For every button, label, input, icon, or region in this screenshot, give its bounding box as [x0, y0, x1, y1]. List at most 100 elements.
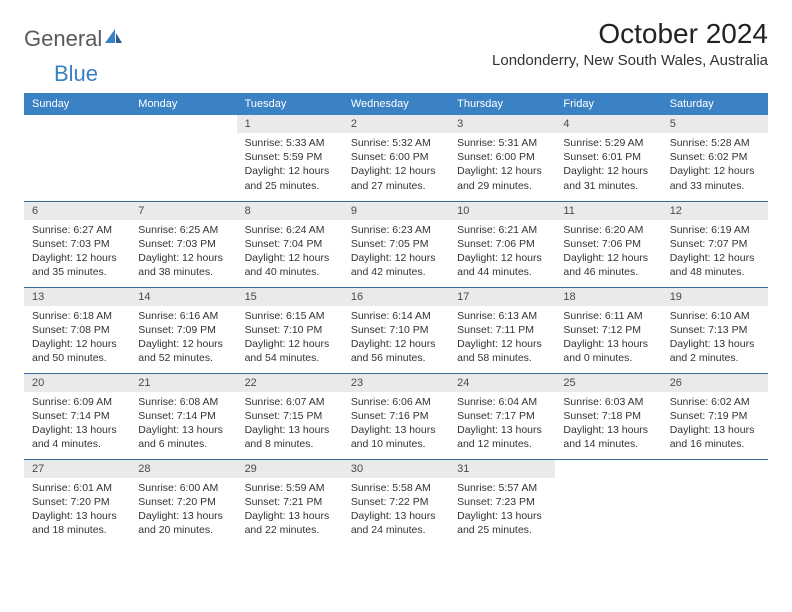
- sunrise-text: Sunrise: 6:11 AM: [563, 309, 653, 323]
- daylight-text: Daylight: 13 hours and 24 minutes.: [351, 509, 441, 537]
- logo-sail-icon: [105, 29, 123, 43]
- sunrise-text: Sunrise: 6:24 AM: [245, 223, 335, 237]
- weekday-wednesday: Wednesday: [343, 93, 449, 115]
- day-cell: 12Sunrise: 6:19 AMSunset: 7:07 PMDayligh…: [662, 201, 768, 287]
- sunset-text: Sunset: 7:11 PM: [457, 323, 547, 337]
- day-cell: 26Sunrise: 6:02 AMSunset: 7:19 PMDayligh…: [662, 373, 768, 459]
- day-number: 20: [24, 374, 130, 392]
- weekday-sunday: Sunday: [24, 93, 130, 115]
- daylight-text: Daylight: 12 hours and 58 minutes.: [457, 337, 547, 365]
- calendar-body: 1Sunrise: 5:33 AMSunset: 5:59 PMDaylight…: [24, 115, 768, 545]
- day-content: Sunrise: 5:58 AMSunset: 7:22 PMDaylight:…: [343, 478, 449, 544]
- day-number: 16: [343, 288, 449, 306]
- day-number: 19: [662, 288, 768, 306]
- daylight-text: Daylight: 12 hours and 46 minutes.: [563, 251, 653, 279]
- sunrise-text: Sunrise: 5:31 AM: [457, 136, 547, 150]
- day-number: 4: [555, 115, 661, 133]
- sunrise-text: Sunrise: 5:58 AM: [351, 481, 441, 495]
- day-cell: 18Sunrise: 6:11 AMSunset: 7:12 PMDayligh…: [555, 287, 661, 373]
- day-content: Sunrise: 6:09 AMSunset: 7:14 PMDaylight:…: [24, 392, 130, 458]
- day-content: Sunrise: 6:18 AMSunset: 7:08 PMDaylight:…: [24, 306, 130, 372]
- day-cell: 17Sunrise: 6:13 AMSunset: 7:11 PMDayligh…: [449, 287, 555, 373]
- sunrise-text: Sunrise: 6:16 AM: [138, 309, 228, 323]
- sunset-text: Sunset: 7:13 PM: [670, 323, 760, 337]
- sunrise-text: Sunrise: 6:27 AM: [32, 223, 122, 237]
- day-cell: 14Sunrise: 6:16 AMSunset: 7:09 PMDayligh…: [130, 287, 236, 373]
- day-number: 24: [449, 374, 555, 392]
- sunrise-text: Sunrise: 5:32 AM: [351, 136, 441, 150]
- daylight-text: Daylight: 13 hours and 14 minutes.: [563, 423, 653, 451]
- sunrise-text: Sunrise: 6:23 AM: [351, 223, 441, 237]
- day-content: Sunrise: 6:16 AMSunset: 7:09 PMDaylight:…: [130, 306, 236, 372]
- daylight-text: Daylight: 12 hours and 35 minutes.: [32, 251, 122, 279]
- logo: General: [24, 26, 125, 52]
- weekday-thursday: Thursday: [449, 93, 555, 115]
- daylight-text: Daylight: 13 hours and 10 minutes.: [351, 423, 441, 451]
- day-cell: 2Sunrise: 5:32 AMSunset: 6:00 PMDaylight…: [343, 115, 449, 201]
- day-number: 22: [237, 374, 343, 392]
- day-cell: 11Sunrise: 6:20 AMSunset: 7:06 PMDayligh…: [555, 201, 661, 287]
- day-cell: 29Sunrise: 5:59 AMSunset: 7:21 PMDayligh…: [237, 459, 343, 545]
- empty-cell: [130, 115, 236, 201]
- day-number: 9: [343, 202, 449, 220]
- day-number: 26: [662, 374, 768, 392]
- day-cell: 28Sunrise: 6:00 AMSunset: 7:20 PMDayligh…: [130, 459, 236, 545]
- sunrise-text: Sunrise: 6:15 AM: [245, 309, 335, 323]
- day-cell: 23Sunrise: 6:06 AMSunset: 7:16 PMDayligh…: [343, 373, 449, 459]
- daylight-text: Daylight: 13 hours and 22 minutes.: [245, 509, 335, 537]
- day-number: 13: [24, 288, 130, 306]
- day-content: Sunrise: 6:20 AMSunset: 7:06 PMDaylight:…: [555, 220, 661, 286]
- sunset-text: Sunset: 7:20 PM: [32, 495, 122, 509]
- sunset-text: Sunset: 7:09 PM: [138, 323, 228, 337]
- sunrise-text: Sunrise: 6:04 AM: [457, 395, 547, 409]
- daylight-text: Daylight: 13 hours and 8 minutes.: [245, 423, 335, 451]
- empty-cell: [662, 459, 768, 545]
- day-content: Sunrise: 6:11 AMSunset: 7:12 PMDaylight:…: [555, 306, 661, 372]
- daylight-text: Daylight: 12 hours and 54 minutes.: [245, 337, 335, 365]
- week-row: 6Sunrise: 6:27 AMSunset: 7:03 PMDaylight…: [24, 201, 768, 287]
- sunrise-text: Sunrise: 6:18 AM: [32, 309, 122, 323]
- daylight-text: Daylight: 13 hours and 18 minutes.: [32, 509, 122, 537]
- daylight-text: Daylight: 12 hours and 52 minutes.: [138, 337, 228, 365]
- weekday-monday: Monday: [130, 93, 236, 115]
- calendar-page: General October 2024 Londonderry, New So…: [0, 0, 792, 563]
- day-content: Sunrise: 6:27 AMSunset: 7:03 PMDaylight:…: [24, 220, 130, 286]
- sunrise-text: Sunrise: 6:02 AM: [670, 395, 760, 409]
- day-content: Sunrise: 6:08 AMSunset: 7:14 PMDaylight:…: [130, 392, 236, 458]
- day-cell: 1Sunrise: 5:33 AMSunset: 5:59 PMDaylight…: [237, 115, 343, 201]
- day-number: 25: [555, 374, 661, 392]
- day-content: Sunrise: 6:15 AMSunset: 7:10 PMDaylight:…: [237, 306, 343, 372]
- sunset-text: Sunset: 7:06 PM: [563, 237, 653, 251]
- day-cell: 19Sunrise: 6:10 AMSunset: 7:13 PMDayligh…: [662, 287, 768, 373]
- week-row: 13Sunrise: 6:18 AMSunset: 7:08 PMDayligh…: [24, 287, 768, 373]
- day-cell: 4Sunrise: 5:29 AMSunset: 6:01 PMDaylight…: [555, 115, 661, 201]
- sunset-text: Sunset: 7:05 PM: [351, 237, 441, 251]
- empty-cell: [24, 115, 130, 201]
- day-content: Sunrise: 6:24 AMSunset: 7:04 PMDaylight:…: [237, 220, 343, 286]
- daylight-text: Daylight: 12 hours and 42 minutes.: [351, 251, 441, 279]
- day-content: Sunrise: 5:31 AMSunset: 6:00 PMDaylight:…: [449, 133, 555, 199]
- day-cell: 24Sunrise: 6:04 AMSunset: 7:17 PMDayligh…: [449, 373, 555, 459]
- day-number: 31: [449, 460, 555, 478]
- daylight-text: Daylight: 13 hours and 16 minutes.: [670, 423, 760, 451]
- day-cell: 8Sunrise: 6:24 AMSunset: 7:04 PMDaylight…: [237, 201, 343, 287]
- month-title: October 2024: [492, 18, 768, 50]
- sunset-text: Sunset: 7:04 PM: [245, 237, 335, 251]
- sunset-text: Sunset: 7:14 PM: [32, 409, 122, 423]
- calendar-table: Sunday Monday Tuesday Wednesday Thursday…: [24, 93, 768, 545]
- day-content: Sunrise: 6:07 AMSunset: 7:15 PMDaylight:…: [237, 392, 343, 458]
- day-number: 8: [237, 202, 343, 220]
- day-number: 17: [449, 288, 555, 306]
- day-content: Sunrise: 6:19 AMSunset: 7:07 PMDaylight:…: [662, 220, 768, 286]
- daylight-text: Daylight: 12 hours and 50 minutes.: [32, 337, 122, 365]
- day-number: 27: [24, 460, 130, 478]
- day-number: 21: [130, 374, 236, 392]
- day-content: Sunrise: 5:59 AMSunset: 7:21 PMDaylight:…: [237, 478, 343, 544]
- daylight-text: Daylight: 12 hours and 56 minutes.: [351, 337, 441, 365]
- logo-text-1: General: [24, 26, 102, 52]
- daylight-text: Daylight: 13 hours and 25 minutes.: [457, 509, 547, 537]
- day-number: 30: [343, 460, 449, 478]
- sunrise-text: Sunrise: 5:33 AM: [245, 136, 335, 150]
- sunset-text: Sunset: 7:06 PM: [457, 237, 547, 251]
- sunset-text: Sunset: 7:10 PM: [351, 323, 441, 337]
